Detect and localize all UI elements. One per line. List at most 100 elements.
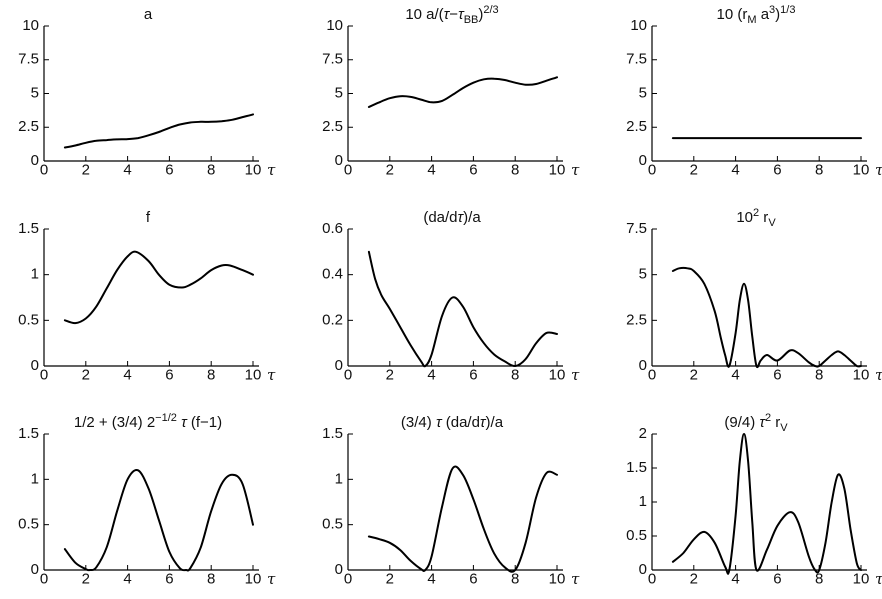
x-tick-label: 10 xyxy=(549,570,566,587)
x-tick-label: 8 xyxy=(815,570,823,587)
x-axis-label: τ xyxy=(875,161,882,179)
x-axis-label: τ xyxy=(571,161,580,179)
y-tick-label: 5 xyxy=(335,84,343,101)
series-line xyxy=(671,433,862,575)
y-tick-label: 1.5 xyxy=(626,459,647,476)
y-tick-label: 0 xyxy=(335,561,343,578)
y-tick-label: 0 xyxy=(31,561,39,578)
y-tick-label: 0.5 xyxy=(18,516,39,533)
x-tick-label: 10 xyxy=(549,366,566,383)
x-tick-label: 6 xyxy=(773,570,781,587)
y-tick-label: 0.6 xyxy=(322,220,343,237)
series-line xyxy=(367,465,558,573)
x-axis-label: τ xyxy=(267,366,276,384)
y-tick-label: 10 xyxy=(22,17,39,34)
x-tick-label: 8 xyxy=(207,570,215,587)
x-tick-label: 2 xyxy=(386,366,394,383)
x-tick-label: 8 xyxy=(511,161,519,178)
x-tick-label: 6 xyxy=(165,161,173,178)
series-line xyxy=(671,266,862,369)
x-tick-label: 2 xyxy=(386,161,394,178)
y-tick-label: 2 xyxy=(639,425,647,442)
y-tick-label: 1.5 xyxy=(18,425,39,442)
x-tick-label: 0 xyxy=(40,161,48,178)
panel-3: 0 2.5 5 7.5 10 0 2 4 6 8 10 τ xyxy=(626,17,882,179)
x-tick-label: 4 xyxy=(427,366,435,383)
x-tick-label: 0 xyxy=(40,366,48,383)
series-line xyxy=(367,76,558,108)
panel-5-title: (da/dτ)/a xyxy=(423,209,481,226)
x-axis-label: τ xyxy=(571,570,580,588)
x-tick-label: 2 xyxy=(82,161,90,178)
y-tick-label: 0 xyxy=(31,357,39,374)
series-line xyxy=(63,250,254,325)
y-tick-label: 7.5 xyxy=(626,51,647,68)
x-axis-label: τ xyxy=(875,570,882,588)
panel-7: 0 0.5 1 1.5 0 2 4 6 8 10 τ xyxy=(18,425,276,588)
x-tick-label: 8 xyxy=(815,161,823,178)
panel-6-title: 102 rV xyxy=(736,207,776,229)
series-line xyxy=(63,113,254,149)
y-tick-label: 1.5 xyxy=(322,425,343,442)
x-tick-label: 4 xyxy=(731,570,739,587)
y-tick-label: 2.5 xyxy=(322,118,343,135)
panel-7-title: 1/2 + (3/4) 2−1/2 τ (f−1) xyxy=(74,412,222,431)
y-tick-label: 2.5 xyxy=(626,311,647,328)
panel-9: 0 0.5 1 1.5 2 0 2 4 6 8 10 τ xyxy=(626,425,882,588)
x-tick-label: 4 xyxy=(731,366,739,383)
x-tick-label: 6 xyxy=(773,366,781,383)
x-tick-label: 0 xyxy=(344,161,352,178)
x-tick-label: 6 xyxy=(469,366,477,383)
y-tick-label: 1 xyxy=(31,266,39,283)
y-tick-label: 5 xyxy=(31,84,39,101)
panel-8: 0 0.5 1 1.5 0 2 4 6 8 10 τ xyxy=(322,425,580,588)
x-axis-label: τ xyxy=(875,366,882,384)
y-tick-label: 0.5 xyxy=(322,516,343,533)
x-tick-label: 10 xyxy=(245,161,262,178)
y-tick-label: 1 xyxy=(31,470,39,487)
x-tick-label: 6 xyxy=(469,570,477,587)
panel-1: 0 2.5 5 7.5 10 0 2 4 6 8 10 τ xyxy=(18,17,276,179)
y-tick-label: 5 xyxy=(639,266,647,283)
x-tick-label: 4 xyxy=(427,161,435,178)
panel-9-title: (9/4) τ2 rV xyxy=(724,412,788,434)
panel-5: 0 0.2 0.4 0.6 0 2 4 6 8 10 τ xyxy=(322,220,580,384)
x-tick-label: 10 xyxy=(853,366,870,383)
x-tick-label: 6 xyxy=(165,366,173,383)
y-tick-label: 0.5 xyxy=(18,311,39,328)
y-tick-label: 0 xyxy=(31,152,39,169)
y-tick-label: 0 xyxy=(639,152,647,169)
y-tick-label: 7.5 xyxy=(18,51,39,68)
x-tick-label: 8 xyxy=(207,161,215,178)
x-tick-label: 10 xyxy=(853,161,870,178)
x-tick-label: 10 xyxy=(245,570,262,587)
x-tick-label: 6 xyxy=(469,161,477,178)
x-tick-label: 4 xyxy=(123,161,131,178)
x-tick-label: 0 xyxy=(344,570,352,587)
x-tick-label: 2 xyxy=(386,570,394,587)
x-tick-label: 6 xyxy=(165,570,173,587)
series-line xyxy=(63,468,254,572)
x-tick-label: 10 xyxy=(245,366,262,383)
x-tick-label: 8 xyxy=(511,366,519,383)
panel-2-title: 10 a/(τ−τBB)2/3 xyxy=(405,4,498,26)
x-tick-label: 0 xyxy=(648,366,656,383)
y-tick-label: 5 xyxy=(639,84,647,101)
x-axis-label: τ xyxy=(267,161,276,179)
y-tick-label: 0 xyxy=(639,357,647,374)
x-tick-label: 8 xyxy=(511,570,519,587)
x-tick-label: 4 xyxy=(731,161,739,178)
x-tick-label: 0 xyxy=(40,570,48,587)
y-tick-label: 1 xyxy=(639,493,647,510)
x-axis-label: τ xyxy=(267,570,276,588)
x-tick-label: 0 xyxy=(648,161,656,178)
y-tick-label: 0 xyxy=(335,357,343,374)
y-tick-label: 1.5 xyxy=(18,220,39,237)
x-tick-label: 4 xyxy=(123,366,131,383)
x-axis-label: τ xyxy=(571,366,580,384)
panel-6: 0 2.5 5 7.5 0 2 4 6 8 10 τ xyxy=(626,220,882,384)
y-tick-label: 0.4 xyxy=(322,266,343,283)
x-tick-label: 4 xyxy=(427,570,435,587)
x-tick-label: 4 xyxy=(123,570,131,587)
